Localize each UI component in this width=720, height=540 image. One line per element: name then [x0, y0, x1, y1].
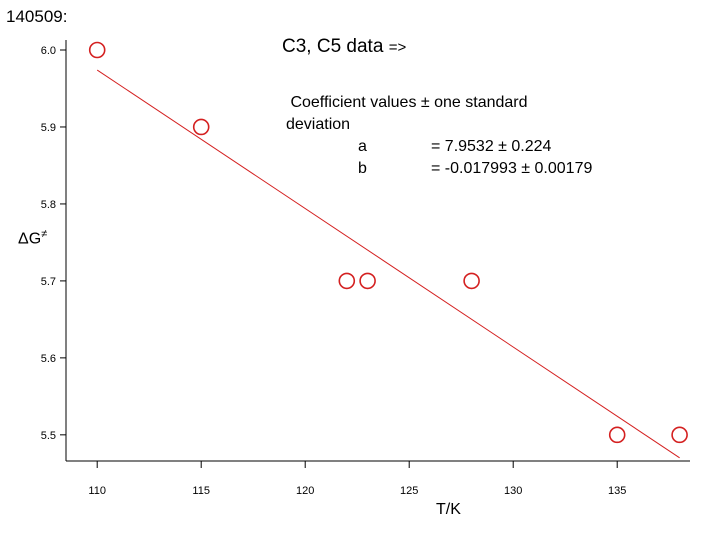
data-point [463, 272, 480, 290]
coefficient-heading-cont: deviation [286, 116, 351, 133]
coefficient-name: a [358, 138, 367, 155]
coefficient-row-a: a = 7.9532 ± 0.224 [286, 136, 551, 158]
y-tick-label: 5.9 [41, 122, 56, 134]
coefficient-name: b [358, 160, 367, 177]
y-tick-label: 5.5 [41, 430, 56, 442]
chart-title-arrow: => [388, 39, 407, 56]
y-tick-label: 6.0 [41, 45, 56, 57]
x-tick-label: 115 [192, 485, 210, 497]
y-axis-label: ΔG≠ [18, 228, 47, 248]
data-point [88, 41, 106, 59]
x-axis-label: T/K [436, 501, 461, 518]
x-tick-label: 130 [504, 485, 522, 497]
data-point [359, 272, 376, 290]
document-id: 140509: [6, 7, 68, 26]
y-tick-label: 5.8 [41, 199, 56, 211]
coefficient-value: = 7.9532 ± 0.224 [431, 138, 552, 155]
coefficient-box: Coefficient values ± one standard deviat… [286, 92, 592, 180]
x-tick-label: 120 [296, 485, 314, 497]
chart-title: C3, C5 data => [282, 36, 406, 58]
y-tick-label: 5.6 [41, 353, 56, 365]
fit-line [96, 69, 680, 459]
data-point [671, 426, 688, 444]
y-axis-label-text: ΔG [18, 230, 42, 248]
x-tick-label: 135 [608, 485, 626, 497]
y-axis-label-superscript: ≠ [41, 228, 48, 240]
y-tick-label: 5.7 [41, 276, 56, 288]
data-point [608, 426, 626, 444]
chart-title-text: C3, C5 data [282, 36, 384, 57]
x-tick-label: 125 [400, 485, 418, 497]
x-tick-label: 110 [88, 485, 106, 497]
data-point [338, 272, 356, 290]
coefficient-row-b: b = -0.017993 ± 0.00179 [286, 158, 592, 180]
coefficient-value: = -0.017993 ± 0.00179 [431, 160, 593, 177]
data-point [192, 118, 210, 136]
coefficient-heading: Coefficient values ± one standard [286, 94, 528, 111]
